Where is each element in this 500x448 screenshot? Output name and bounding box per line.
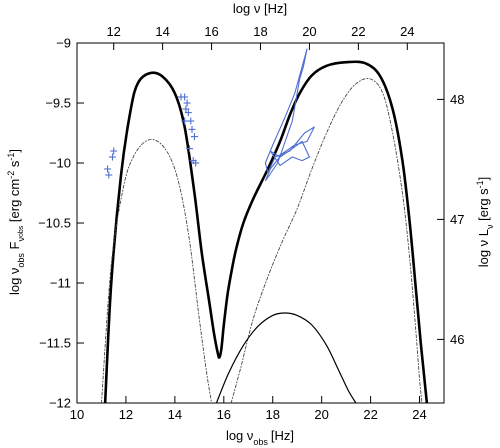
series-line-2 xyxy=(101,139,213,403)
x-tick-label: 20 xyxy=(314,407,328,422)
observation-cross xyxy=(181,117,189,125)
curve-layer xyxy=(101,60,429,403)
observation-cross xyxy=(110,147,118,155)
y2-tick-label: 47 xyxy=(450,212,464,227)
y-tick-label: −10.5 xyxy=(38,216,71,231)
x2-tick-label: 18 xyxy=(253,24,267,39)
observation-cross xyxy=(190,133,198,141)
x-axis-title: log νobs [Hz] xyxy=(226,428,294,447)
x2-tick-label: 24 xyxy=(400,24,414,39)
y-tick-label: −11 xyxy=(50,276,71,291)
x-tick-label: 18 xyxy=(265,407,279,422)
observation-cross xyxy=(108,153,116,161)
x-tick-label: 10 xyxy=(70,407,84,422)
x2-tick-label: 12 xyxy=(106,24,120,39)
observation-cross xyxy=(183,99,191,107)
observation-cross xyxy=(188,125,196,133)
y-tick-label: −9 xyxy=(56,36,71,51)
xray-bowtie-2 xyxy=(269,140,310,166)
observation-cross xyxy=(187,117,195,125)
observation-cross xyxy=(186,145,194,153)
observation-cross xyxy=(192,159,200,167)
y-tick-label: −9.5 xyxy=(45,96,71,111)
y2-axis-title: log ν Lν [erg s-1] xyxy=(475,177,495,268)
observation-cross xyxy=(181,93,189,101)
xray-bowtie-1 xyxy=(264,48,315,182)
series-line-1 xyxy=(103,60,429,403)
observation-cross xyxy=(104,165,112,173)
observation-cross xyxy=(184,109,192,117)
y-tick-label: −11.5 xyxy=(39,336,71,351)
observation-layer xyxy=(104,48,315,182)
x2-axis-title: log ν [Hz] xyxy=(233,1,287,16)
observation-cross xyxy=(105,171,113,179)
x-tick-label: 16 xyxy=(217,407,231,422)
tick-layer: 10 12 14 16 18 20 22 24 −12 −11.5 −11 −10.5 −10 −9.5 −… xyxy=(38,24,464,422)
y2-tick-label: 46 xyxy=(450,332,464,347)
y-tick-label: −12 xyxy=(49,396,71,411)
x-tick-label: 24 xyxy=(412,407,426,422)
observation-cross xyxy=(182,105,190,113)
x2-tick-label: 22 xyxy=(351,24,365,39)
x-tick-label: 14 xyxy=(168,407,182,422)
x2-tick-label: 16 xyxy=(204,24,218,39)
y2-tick-label: 48 xyxy=(450,92,464,107)
series-line-4 xyxy=(215,312,357,403)
y-tick-label: −10 xyxy=(49,156,71,171)
x2-tick-label: 14 xyxy=(155,24,169,39)
x2-tick-label: 20 xyxy=(302,24,316,39)
x-tick-label: 12 xyxy=(119,407,133,422)
y-axis-title: log νobs Fνobs [erg cm-2 s-1] xyxy=(6,149,26,295)
series-line-3 xyxy=(230,78,423,403)
x-tick-label: 22 xyxy=(363,407,377,422)
